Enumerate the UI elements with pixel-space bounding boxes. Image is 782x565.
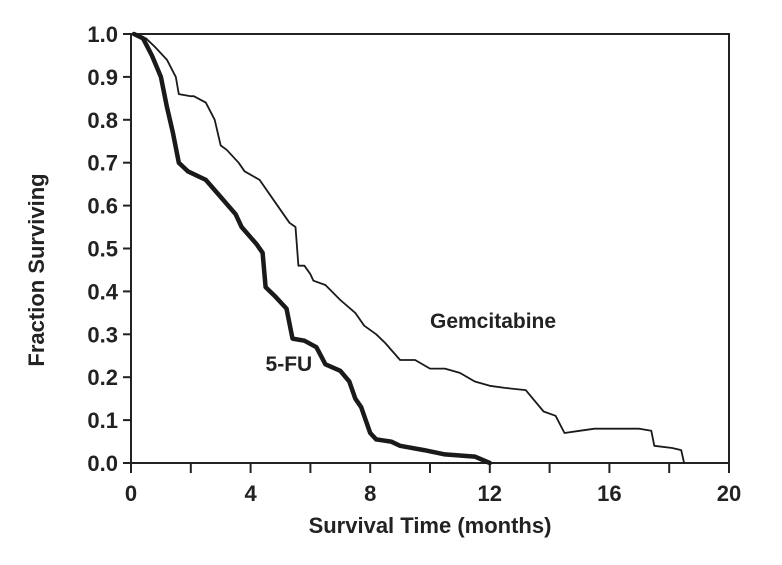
- y-axis-title: Fraction Surviving: [24, 173, 49, 366]
- axes: 0.0 0.1 0.2 0.3 0.4 0.5 0.6 0.7 0.8 0.9 1.0 0 4 8 12 16…: [87, 22, 741, 506]
- y-tick-label: 0.2: [87, 365, 118, 390]
- x-tick-label: 20: [717, 481, 741, 506]
- x-tick-label: 12: [478, 481, 502, 506]
- y-tick-label: 0.6: [87, 194, 118, 219]
- y-tick-label: 0.0: [87, 451, 118, 476]
- y-tick-label: 0.1: [87, 408, 118, 433]
- x-axis-title: Survival Time (months): [309, 513, 552, 538]
- series-line-5-fu: [131, 31, 493, 466]
- series-label-gemcitabine: Gemcitabine: [430, 310, 556, 333]
- series-layer: Gemcitabine 5-FU: [131, 31, 685, 466]
- y-tick-label: 0.8: [87, 108, 118, 133]
- x-tick-label: 8: [364, 481, 376, 506]
- y-tick-label: 0.9: [87, 65, 118, 90]
- x-tick-label: 0: [125, 481, 137, 506]
- x-tick-label: 4: [244, 481, 257, 506]
- y-tick-label: 0.5: [87, 237, 118, 262]
- y-tick-label: 0.4: [87, 279, 118, 304]
- series-line-gemcitabine: [133, 33, 685, 464]
- plot-frame: [130, 33, 730, 464]
- x-tick-label: 16: [597, 481, 621, 506]
- y-tick-label: 1.0: [87, 22, 118, 47]
- series-label-5-fu: 5-FU: [266, 353, 313, 376]
- y-tick-label: 0.3: [87, 322, 118, 347]
- y-tick-label: 0.7: [87, 151, 118, 176]
